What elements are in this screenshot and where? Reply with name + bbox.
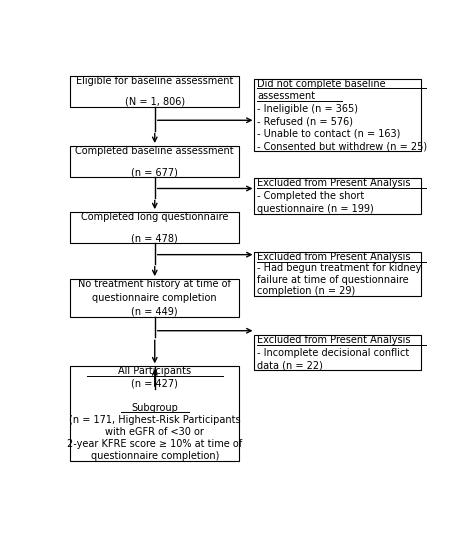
Bar bbox=[70, 366, 239, 461]
Bar bbox=[70, 212, 239, 243]
Text: - Completed the short: - Completed the short bbox=[257, 191, 365, 201]
Text: assessment: assessment bbox=[257, 91, 316, 101]
Bar bbox=[254, 252, 421, 296]
Text: Excluded from Present Analysis: Excluded from Present Analysis bbox=[257, 252, 411, 263]
Text: questionnaire (n = 199): questionnaire (n = 199) bbox=[257, 204, 374, 214]
Text: - Had begun treatment for kidney: - Had begun treatment for kidney bbox=[257, 264, 422, 273]
Bar bbox=[70, 146, 239, 177]
Text: Subgroup: Subgroup bbox=[131, 403, 178, 413]
Text: - Incomplete decisional conflict: - Incomplete decisional conflict bbox=[257, 347, 410, 358]
Bar bbox=[70, 279, 239, 317]
Bar bbox=[254, 335, 421, 370]
Text: questionnaire completion: questionnaire completion bbox=[92, 293, 217, 303]
Text: (n = 677): (n = 677) bbox=[131, 167, 178, 177]
Text: Excluded from Present Analysis: Excluded from Present Analysis bbox=[257, 335, 411, 345]
Text: Completed baseline assessment: Completed baseline assessment bbox=[75, 146, 234, 156]
Text: - Unable to contact (n = 163): - Unable to contact (n = 163) bbox=[257, 129, 401, 139]
Text: data (n = 22): data (n = 22) bbox=[257, 360, 323, 370]
Text: Completed long questionnaire: Completed long questionnaire bbox=[81, 212, 228, 222]
Text: Eligible for baseline assessment: Eligible for baseline assessment bbox=[76, 76, 234, 86]
Text: - Consented but withdrew (n = 25): - Consented but withdrew (n = 25) bbox=[257, 141, 428, 151]
Text: No treatment history at time of: No treatment history at time of bbox=[78, 279, 231, 289]
Text: questionnaire completion): questionnaire completion) bbox=[91, 452, 219, 461]
Text: completion (n = 29): completion (n = 29) bbox=[257, 286, 356, 296]
Text: All Participants: All Participants bbox=[118, 366, 191, 376]
Text: failure at time of questionnaire: failure at time of questionnaire bbox=[257, 274, 409, 285]
Bar bbox=[254, 178, 421, 214]
Text: - Refused (n = 576): - Refused (n = 576) bbox=[257, 116, 354, 126]
Text: Did not complete baseline: Did not complete baseline bbox=[257, 78, 386, 89]
Text: (n = 171, Highest-Risk Participants: (n = 171, Highest-Risk Participants bbox=[69, 415, 241, 425]
Text: (n = 478): (n = 478) bbox=[131, 233, 178, 243]
Text: with eGFR of <30 or: with eGFR of <30 or bbox=[105, 427, 204, 437]
Text: Excluded from Present Analysis: Excluded from Present Analysis bbox=[257, 178, 411, 188]
Text: (N = 1, 806): (N = 1, 806) bbox=[125, 97, 185, 107]
Text: - Ineligible (n = 365): - Ineligible (n = 365) bbox=[257, 104, 358, 114]
Text: (n = 449): (n = 449) bbox=[131, 307, 178, 317]
Text: (n = 427): (n = 427) bbox=[131, 379, 178, 388]
Bar bbox=[70, 76, 239, 107]
Text: 2-year KFRE score ≥ 10% at time of: 2-year KFRE score ≥ 10% at time of bbox=[67, 439, 242, 449]
Bar bbox=[254, 79, 421, 151]
